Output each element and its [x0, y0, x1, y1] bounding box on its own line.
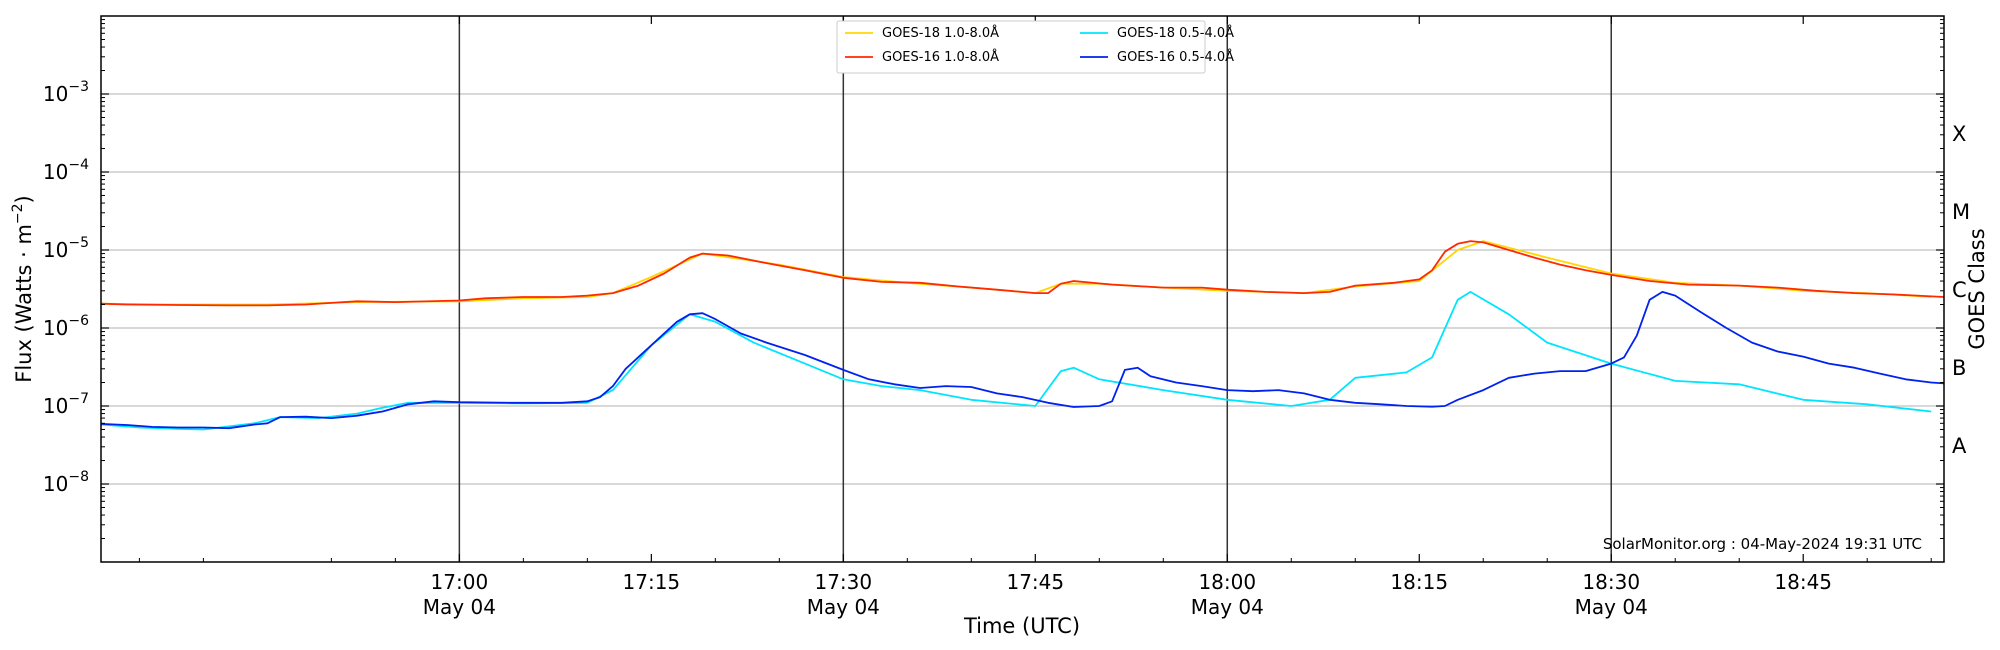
plot-frame — [100, 15, 1945, 563]
goes-class-labels: X M C B A — [1952, 122, 1970, 458]
y-tick-label: 10−5 — [43, 235, 89, 262]
legend-label: GOES-18 0.5-4.0Å — [1117, 25, 1234, 41]
x-tick-label: 17:45 — [1006, 570, 1064, 594]
goes-class-label: M — [1952, 200, 1970, 224]
x-tick-label: 18:30 — [1582, 570, 1640, 594]
legend-label: GOES-16 1.0-8.0Å — [882, 49, 999, 65]
series-line — [100, 240, 1945, 307]
x-tick-label: 18:45 — [1774, 570, 1832, 594]
series-line — [100, 291, 1945, 430]
x-tick-label: 17:15 — [623, 570, 681, 594]
x-axis-title: Time (UTC) — [963, 614, 1080, 638]
grid-lines — [101, 93, 1944, 485]
x-tick-date-label: May 04 — [1575, 595, 1648, 619]
y-tick-label: 10−7 — [43, 391, 89, 418]
day-marker-lines — [458, 16, 1612, 562]
x-tick-date-label: May 04 — [423, 595, 496, 619]
x-tick-label: 17:00 — [431, 570, 489, 594]
goes-class-label: X — [1952, 122, 1966, 146]
goes-class-label: C — [1952, 278, 1967, 302]
x-tick-date-label: May 04 — [807, 595, 880, 619]
y-tick-label: 10−8 — [43, 469, 89, 496]
goes-class-label: B — [1952, 356, 1966, 380]
legend-label: GOES-16 0.5-4.0Å — [1117, 49, 1234, 65]
axis-ticks — [101, 16, 1944, 562]
series-lines — [100, 240, 1945, 431]
legend: GOES-18 1.0-8.0Å GOES-16 1.0-8.0Å GOES-18 … — [836, 20, 1234, 74]
legend-label: GOES-18 1.0-8.0Å — [882, 25, 999, 41]
series-line — [100, 291, 1932, 431]
x-tick-date-label: May 04 — [1191, 595, 1264, 619]
y-tick-label: 10−6 — [43, 313, 89, 340]
x-tick-label: 18:00 — [1198, 570, 1256, 594]
x-tick-label: 17:30 — [814, 570, 872, 594]
goes-class-label: A — [1952, 434, 1967, 458]
legend-box — [836, 20, 1206, 74]
credit-text: SolarMonitor.org : 04-May-2024 19:31 UTC — [1603, 535, 1922, 553]
y-tick-label: 10−3 — [43, 79, 89, 106]
right-axis-title: GOES Class — [1965, 228, 1989, 349]
y-axis-title: Flux (Watts · m−2) — [10, 195, 36, 383]
x-tick-label: 18:15 — [1390, 570, 1448, 594]
y-tick-label: 10−4 — [43, 157, 89, 184]
y-tick-labels: 10−8 10−7 10−6 10−5 10−4 10−3 — [43, 79, 89, 496]
